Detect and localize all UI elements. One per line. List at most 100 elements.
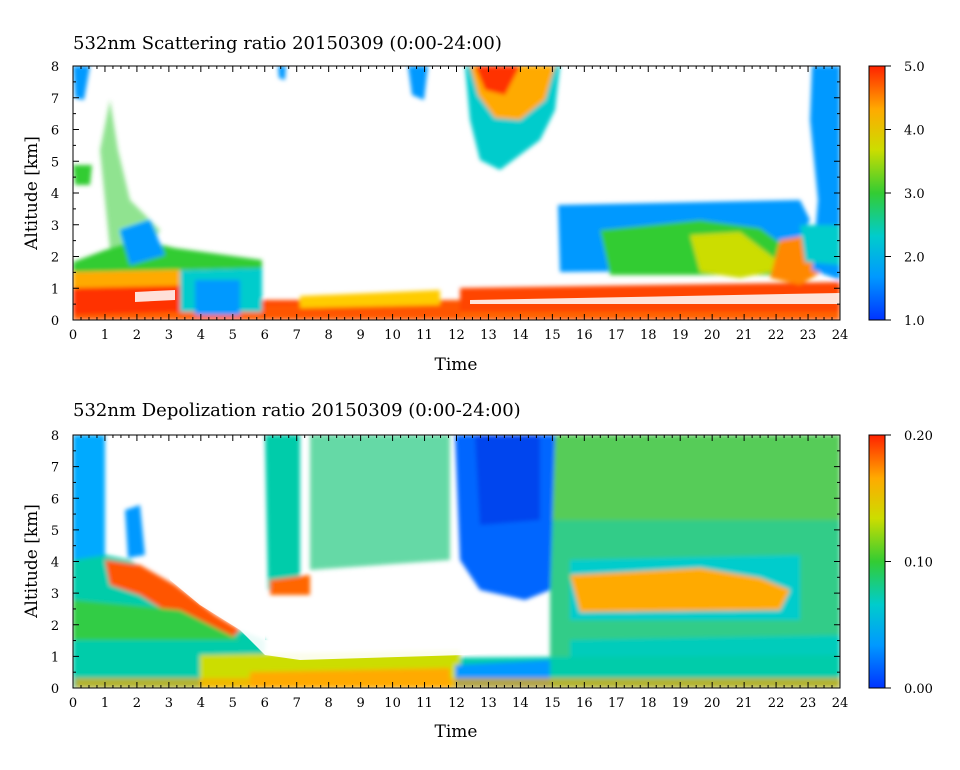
x-tick-label: 22	[768, 328, 785, 343]
axes-scattering: 0 1 2 3 4 5 6 7 8 9 10 11 12 13 14 15 16 17 18 19 20 21 22 23 24…	[51, 60, 848, 343]
x-tick-label: 18	[640, 328, 657, 343]
x-tick-label: 0	[69, 696, 77, 711]
field-blob	[475, 435, 540, 525]
y-axis-label: Altitude [km]	[22, 504, 42, 619]
field-blob	[265, 435, 300, 590]
x-tick-label: 11	[416, 328, 433, 343]
x-tick-label: 14	[512, 696, 529, 711]
field-blob	[73, 66, 90, 100]
x-tick-label: 3	[165, 328, 173, 343]
x-tick-label: 16	[576, 696, 593, 711]
panel-depolarization: 532nm Depolization ratio 20150309 (0:00-…	[22, 400, 933, 742]
x-tick-label: 7	[293, 696, 301, 711]
y-tick-label: 4	[51, 556, 59, 571]
y-tick-label: 2	[51, 251, 59, 266]
colorbar-tick-label: 4.0	[904, 124, 925, 139]
colorbar-tick-label: 2.0	[904, 251, 925, 266]
x-tick-label: 15	[544, 696, 561, 711]
x-tick-label: 19	[672, 696, 689, 711]
y-tick-label: 1	[51, 282, 59, 297]
x-tick-label: 22	[768, 696, 785, 711]
panel-scattering: 532nm Scattering ratio 20150309 (0:00-24…	[22, 33, 925, 375]
x-tick-label: 10	[384, 328, 401, 343]
colorbar-tick-label: 0.20	[904, 429, 933, 444]
y-tick-label: 8	[51, 60, 59, 75]
field-gap	[135, 290, 175, 302]
x-tick-label: 4	[197, 696, 205, 711]
x-tick-label: 15	[544, 328, 561, 343]
x-tick-label: 4	[197, 328, 205, 343]
colorbar-tick-label: 0.10	[904, 556, 933, 571]
field-blob	[800, 225, 840, 265]
x-tick-label: 13	[480, 328, 497, 343]
colorbar	[868, 434, 886, 689]
axes-depolization: 0 1 2 3 4 5 6 7 8 9 10 11 12 13 14 15 16 17 18 19 20 21 22 23 24…	[51, 429, 848, 711]
field-blob	[550, 435, 840, 520]
x-tick-label: 11	[416, 696, 433, 711]
field-gap	[160, 438, 525, 660]
x-tick-label: 7	[293, 328, 301, 343]
field-blob	[310, 435, 450, 570]
x-tick-label: 5	[229, 696, 237, 711]
x-tick-label: 20	[704, 696, 721, 711]
x-tick-label: 18	[640, 696, 657, 711]
x-tick-label: 10	[384, 696, 401, 711]
chart-title-depolization: 532nm Depolization ratio 20150309 (0:00-…	[73, 400, 521, 421]
x-tick-label: 6	[261, 328, 269, 343]
y-tick-label: 5	[51, 524, 59, 539]
x-tick-label: 13	[480, 696, 497, 711]
y-tick-label: 0	[51, 682, 59, 697]
x-tick-label: 12	[448, 328, 465, 343]
field-gap	[470, 293, 840, 304]
colorbar-tick-label: 5.0	[904, 60, 925, 75]
chart-title-scattering: 532nm Scattering ratio 20150309 (0:00-24…	[73, 33, 502, 54]
y-tick-label: 3	[51, 219, 59, 234]
x-tick-label: 23	[800, 696, 817, 711]
y-tick-label: 8	[51, 429, 59, 444]
field-blob	[270, 575, 310, 595]
y-tick-label: 5	[51, 155, 59, 170]
x-tick-label: 6	[261, 696, 269, 711]
x-tick-label: 24	[832, 328, 849, 343]
y-tick-label: 4	[51, 187, 59, 202]
x-tick-label: 2	[133, 696, 141, 711]
y-tick-label: 2	[51, 619, 59, 634]
x-tick-label: 1	[101, 696, 109, 711]
x-tick-label: 24	[832, 696, 849, 711]
x-tick-label: 19	[672, 328, 689, 343]
field-blob	[100, 100, 160, 260]
x-tick-label: 2	[133, 328, 141, 343]
colorbar-ticks-scattering: 1.0 2.0 3.0 4.0 5.0	[885, 60, 925, 329]
depolarization-field	[73, 435, 840, 688]
x-tick-label: 20	[704, 328, 721, 343]
field-blob	[125, 505, 145, 558]
field-blob	[300, 290, 440, 308]
x-tick-label: 16	[576, 328, 593, 343]
x-tick-label: 0	[69, 328, 77, 343]
y-tick-label: 6	[51, 492, 59, 507]
x-tick-label: 8	[325, 696, 333, 711]
x-tick-label: 9	[356, 328, 364, 343]
y-tick-label: 7	[51, 461, 59, 476]
x-axis-label: Time	[435, 722, 478, 742]
field-blob	[570, 568, 790, 612]
y-tick-label: 1	[51, 650, 59, 665]
x-tick-label: 14	[512, 328, 529, 343]
field-blob	[75, 678, 840, 688]
x-tick-label: 8	[325, 328, 333, 343]
field-blob	[195, 280, 240, 315]
colorbar-tick-label: 3.0	[904, 187, 925, 202]
field-blob	[73, 600, 240, 640]
x-tick-label: 5	[229, 328, 237, 343]
x-tick-label: 9	[356, 696, 364, 711]
y-axis-label: Altitude [km]	[22, 136, 42, 251]
y-tick-label: 3	[51, 587, 59, 602]
x-axis-label: Time	[435, 355, 478, 375]
colorbar	[868, 65, 886, 321]
field-blob	[73, 435, 105, 560]
field-blob	[73, 165, 92, 185]
colorbar-ticks-depolization: 0.00 0.10 0.20	[885, 429, 933, 697]
field-blob	[475, 66, 520, 95]
